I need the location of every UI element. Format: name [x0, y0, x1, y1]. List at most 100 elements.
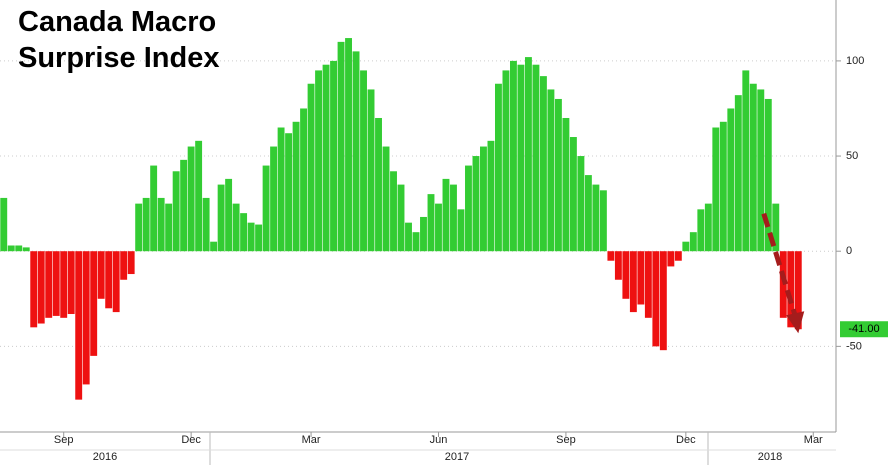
bar [247, 222, 255, 252]
bar [712, 127, 720, 252]
bar [127, 251, 135, 275]
bar [644, 251, 652, 318]
bar [270, 146, 278, 252]
bar [37, 251, 45, 324]
year-label: 2016 [93, 451, 117, 463]
bar [727, 108, 735, 252]
bar [135, 203, 143, 252]
bar [105, 251, 113, 309]
bar [217, 184, 225, 252]
bar [60, 251, 68, 318]
bar [142, 197, 150, 252]
bar [180, 159, 188, 252]
bar [352, 51, 360, 252]
bar [405, 222, 412, 252]
trend-arrow-head [786, 311, 805, 334]
bar [764, 98, 772, 252]
bar [472, 156, 480, 252]
bar [554, 98, 562, 252]
bar [82, 251, 90, 385]
bar [112, 251, 120, 313]
bar [659, 251, 667, 351]
bar [524, 57, 532, 252]
bar [330, 60, 337, 252]
last-value-tag [840, 321, 888, 338]
bar [187, 146, 195, 252]
bar [689, 232, 697, 252]
bar [427, 194, 435, 252]
bar [195, 140, 203, 252]
bar [480, 146, 487, 252]
x-tick-label: Sep [556, 434, 576, 446]
bar [584, 175, 592, 252]
bar [614, 251, 622, 280]
bar [97, 251, 105, 299]
bar [757, 89, 765, 252]
bar [487, 140, 495, 252]
chart-title: Canada Macro Surprise Index [18, 6, 220, 74]
bar [120, 251, 128, 280]
bar [67, 251, 75, 315]
bar [307, 83, 315, 252]
y-tick-label: 100 [846, 55, 864, 67]
bar [292, 121, 300, 252]
bar [172, 171, 180, 252]
trend-arrow [761, 212, 799, 320]
bar [667, 251, 675, 267]
bar [165, 203, 173, 252]
bar [337, 41, 345, 252]
bar [75, 251, 83, 400]
bar [315, 70, 323, 252]
bar [749, 83, 757, 252]
bar [435, 203, 442, 252]
bar [794, 251, 802, 330]
bar [360, 70, 367, 252]
bar [397, 184, 405, 252]
y-tick-label: 50 [846, 150, 858, 162]
bar [547, 89, 555, 252]
bar [509, 60, 517, 252]
bar [562, 117, 570, 252]
bar [7, 245, 15, 252]
bar [225, 178, 233, 252]
bar [210, 241, 218, 252]
bar [30, 251, 38, 328]
bar [652, 251, 660, 347]
bar [382, 146, 390, 252]
bar [285, 133, 293, 252]
bar [412, 232, 420, 252]
y-tick-label: -50 [846, 340, 862, 352]
bar [502, 70, 510, 252]
bar [390, 171, 397, 252]
bar [375, 117, 382, 252]
last-value-label: -41.00 [848, 323, 879, 335]
bar [262, 165, 270, 252]
bar [240, 213, 248, 252]
bar [532, 64, 540, 252]
bar [622, 251, 630, 299]
bar [277, 127, 285, 252]
bar [52, 251, 60, 316]
bar [787, 251, 795, 328]
bar [90, 251, 98, 356]
bar [592, 184, 600, 252]
bar [202, 197, 210, 252]
bar [300, 108, 308, 252]
bar [0, 197, 8, 252]
bar [495, 83, 502, 252]
bar [682, 241, 690, 252]
bar [599, 190, 607, 252]
bar [704, 203, 712, 252]
x-tick-label: Sep [54, 434, 74, 446]
bar [539, 76, 547, 252]
bar [457, 209, 465, 252]
bar [345, 38, 352, 252]
bar [45, 251, 53, 318]
y-tick-label: 0 [846, 245, 852, 257]
bar [697, 209, 705, 252]
bar [367, 89, 375, 252]
x-tick-label: Mar [302, 434, 321, 446]
bar [150, 165, 158, 252]
